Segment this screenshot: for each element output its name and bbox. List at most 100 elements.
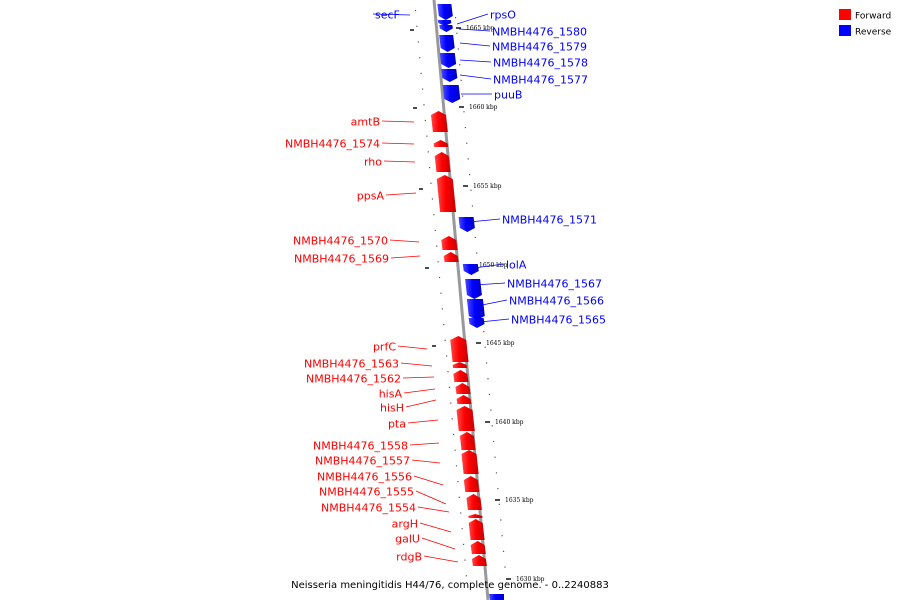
- gene-feature[interactable]: [439, 25, 453, 32]
- gene-feature[interactable]: [434, 152, 451, 172]
- gene-feature[interactable]: [443, 252, 459, 262]
- gene-leader-line: [372, 13, 411, 16]
- minor-tick-left: [453, 433, 455, 436]
- minor-tick-left: [417, 41, 419, 43]
- gene-feature[interactable]: [468, 514, 483, 518]
- minor-tick-left: [462, 543, 465, 545]
- gene-feature[interactable]: [456, 406, 475, 431]
- gene-label[interactable]: NMBH4476_1567: [507, 278, 602, 291]
- gene-label[interactable]: argH: [392, 518, 418, 531]
- gene-label[interactable]: NMBH4476_1571: [502, 214, 597, 227]
- minor-tick-right: [487, 378, 489, 380]
- gene-label[interactable]: hisA: [379, 388, 403, 401]
- gene-label[interactable]: NMBH4476_1580: [492, 26, 587, 39]
- gene-feature[interactable]: [465, 279, 482, 299]
- minor-tick-right: [476, 252, 478, 254]
- gene-feature[interactable]: [452, 362, 468, 368]
- gene-feature[interactable]: [470, 541, 486, 554]
- minor-tick-right: [484, 346, 486, 348]
- gene-feature[interactable]: [439, 53, 457, 68]
- gene-label[interactable]: NMBH4476_1562: [306, 373, 401, 386]
- gene-label[interactable]: pta: [388, 418, 406, 431]
- minor-tick-left: [431, 198, 434, 200]
- gene-label[interactable]: NMBH4476_1558: [313, 440, 408, 453]
- gene-feature[interactable]: [468, 318, 485, 328]
- gene-feature[interactable]: [466, 494, 482, 510]
- gene-feature[interactable]: [442, 85, 461, 103]
- gene-label[interactable]: NMBH4476_1557: [315, 455, 410, 468]
- gene-label[interactable]: rpsO: [490, 9, 516, 22]
- minor-tick-left: [414, 10, 417, 12]
- gene-feature[interactable]: [462, 264, 479, 275]
- gene-label[interactable]: NMBH4476_1555: [319, 486, 414, 499]
- gene-leader-line: [389, 239, 420, 243]
- gene-feature[interactable]: [430, 111, 448, 132]
- minor-tick-right: [493, 440, 495, 443]
- gene-label[interactable]: rho: [364, 156, 382, 169]
- minor-tick-right: [466, 142, 468, 144]
- gene-feature[interactable]: [455, 383, 471, 394]
- gene-feature[interactable]: [441, 69, 458, 82]
- gene-label[interactable]: NMBH4476_1574: [285, 138, 380, 151]
- gene-feature[interactable]: [468, 519, 485, 540]
- gene-label[interactable]: NMBH4476_1578: [493, 57, 588, 70]
- minor-tick-left: [461, 528, 463, 530]
- genome-caption: Neisseria meningitidis H44/76, complete …: [291, 580, 609, 591]
- gene-feature[interactable]: [436, 175, 457, 212]
- gene-leader-line: [381, 120, 415, 123]
- gene-label[interactable]: prfC: [373, 341, 396, 354]
- gene-leader-line: [407, 419, 439, 424]
- gene-feature[interactable]: [463, 476, 480, 492]
- gene-feature[interactable]: [437, 20, 452, 26]
- gene-feature[interactable]: [461, 450, 479, 474]
- kbp-label: 1660 kbp: [469, 104, 498, 111]
- gene-label[interactable]: galU: [395, 533, 420, 546]
- gene-feature[interactable]: [471, 555, 487, 566]
- gene-label[interactable]: lolA: [506, 259, 527, 272]
- gene-feature[interactable]: [456, 395, 472, 404]
- gene-label[interactable]: puuB: [494, 89, 522, 102]
- gene-leader-line: [400, 362, 433, 367]
- gene-label[interactable]: secF: [375, 9, 400, 22]
- gene-leader-line: [417, 506, 450, 513]
- minor-tick-left: [430, 182, 432, 184]
- gene-label[interactable]: NMBH4476_1556: [317, 471, 412, 484]
- gene-labels: secF rpsO NMBH4476_1580 NMBH4476_1579 NMBH44…: [285, 9, 606, 564]
- minor-tick-right: [491, 425, 493, 427]
- gene-feature[interactable]: [450, 336, 469, 362]
- minor-tick-left: [438, 276, 441, 279]
- minor-tick-left: [450, 402, 452, 404]
- kbp-label: 1630 kbp: [516, 576, 545, 583]
- minor-tick-right: [498, 503, 500, 505]
- minor-tick-right: [454, 17, 457, 19]
- gene-feature[interactable]: [433, 140, 449, 147]
- gene-label[interactable]: NMBH4476_1566: [509, 295, 604, 308]
- gene-feature[interactable]: [458, 217, 475, 232]
- gene-label[interactable]: NMBH4476_1569: [294, 253, 389, 266]
- gene-label[interactable]: NMBH4476_1570: [293, 235, 388, 248]
- minor-tick-left: [457, 481, 459, 483]
- gene-feature[interactable]: [441, 236, 458, 250]
- gene-label[interactable]: NMBH4476_1563: [304, 358, 399, 371]
- gene-label[interactable]: NMBH4476_1565: [511, 314, 606, 327]
- minor-tick-left: [465, 575, 467, 577]
- gene-feature[interactable]: [453, 370, 469, 382]
- gene-feature[interactable]: [489, 594, 504, 600]
- gene-leader-line: [390, 255, 421, 259]
- gene-feature[interactable]: [437, 4, 453, 20]
- kbp-label: 1640 kbp: [495, 419, 524, 426]
- gene-label[interactable]: amtB: [351, 116, 380, 129]
- minor-tick-left: [445, 355, 448, 357]
- gene-feature[interactable]: [439, 35, 455, 52]
- gene-leader-line: [409, 442, 440, 446]
- gene-leader-line: [459, 42, 491, 47]
- gene-label[interactable]: NMBH4476_1579: [492, 41, 587, 54]
- gene-label[interactable]: rdgB: [396, 551, 422, 564]
- gene-label[interactable]: NMBH4476_1554: [321, 502, 416, 515]
- gene-feature[interactable]: [466, 299, 485, 320]
- gene-feature[interactable]: [459, 432, 476, 450]
- gene-label[interactable]: ppsA: [357, 190, 385, 203]
- minor-tick-right: [460, 79, 462, 81]
- gene-label[interactable]: hisH: [380, 402, 404, 415]
- gene-label[interactable]: NMBH4476_1577: [493, 74, 588, 87]
